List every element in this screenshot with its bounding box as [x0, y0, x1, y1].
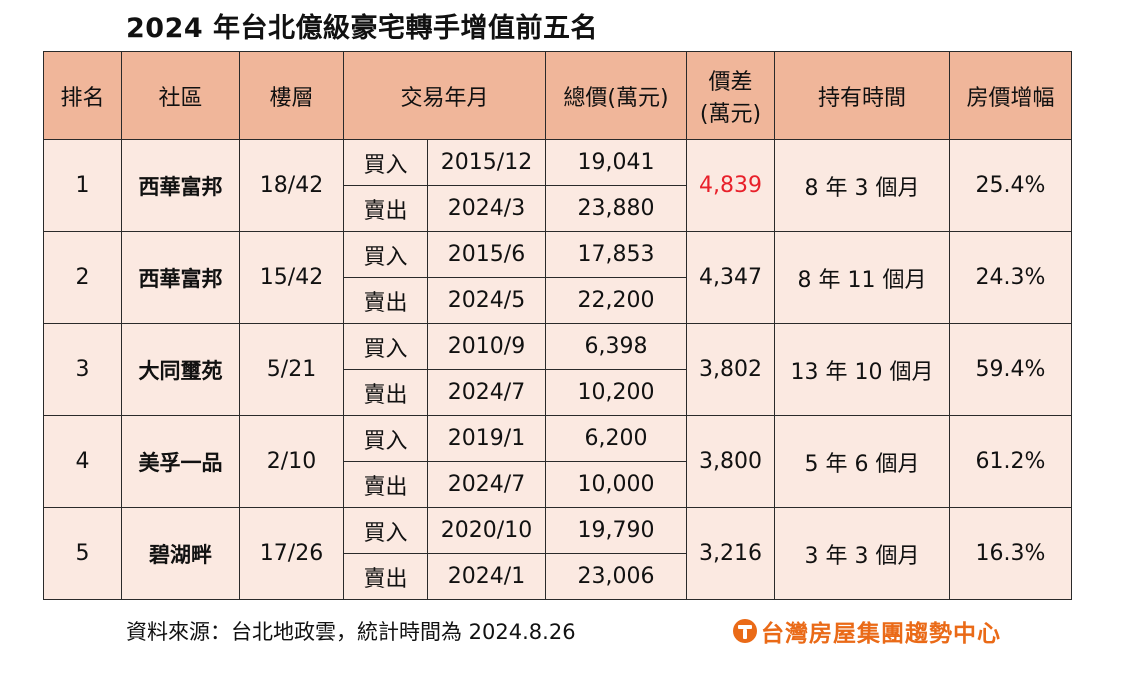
buy-price-cell: 19,041: [545, 139, 687, 186]
header-hold: 持有時間: [774, 51, 950, 140]
rank-cell: 3: [43, 323, 122, 416]
table-row: 3 大同璽苑 5/21 買入 2010/9 6,398 3,802 13 年 1…: [43, 323, 1072, 416]
sell-date-cell: 2024/7: [427, 461, 546, 508]
ranking-table: 排名 社區 樓層 交易年月 總價(萬元) 價差 (萬元) 持有時間 房價增幅 1…: [43, 51, 1072, 600]
hold-cell: 8 年 3 個月: [774, 139, 950, 232]
sell-price-cell: 10,000: [545, 461, 687, 508]
table-row: 2 西華富邦 15/42 買入 2015/6 17,853 4,347 8 年 …: [43, 231, 1072, 324]
sell-date-cell: 2024/3: [427, 185, 546, 232]
header-community: 社區: [121, 51, 240, 140]
sell-date-cell: 2024/1: [427, 553, 546, 600]
community-cell: 西華富邦: [121, 139, 240, 232]
rank-cell: 2: [43, 231, 122, 324]
brand-t-icon: [733, 619, 757, 643]
floor-cell: 15/42: [239, 231, 344, 324]
sell-label-cell: 賣出: [343, 461, 428, 508]
diff-cell: 3,800: [686, 415, 775, 508]
increase-cell: 24.3%: [949, 231, 1072, 324]
diff-cell: 3,802: [686, 323, 775, 416]
community-cell: 西華富邦: [121, 231, 240, 324]
rank-cell: 4: [43, 415, 122, 508]
table-row: 4 美孚一品 2/10 買入 2019/1 6,200 3,800 5 年 6 …: [43, 415, 1072, 508]
hold-cell: 8 年 11 個月: [774, 231, 950, 324]
brand-logo: 台灣房屋集團趨勢中心: [733, 614, 1001, 648]
header-diff-line1: 價差: [708, 69, 753, 95]
sell-label-cell: 賣出: [343, 185, 428, 232]
floor-cell: 5/21: [239, 323, 344, 416]
buy-label-cell: 買入: [343, 323, 428, 370]
sell-price-cell: 10,200: [545, 369, 687, 416]
buy-label-cell: 買入: [343, 507, 428, 554]
floor-cell: 18/42: [239, 139, 344, 232]
community-cell: 美孚一品: [121, 415, 240, 508]
header-row: 排名 社區 樓層 交易年月 總價(萬元) 價差 (萬元) 持有時間 房價增幅: [43, 51, 1072, 140]
header-rank: 排名: [43, 51, 122, 140]
header-increase: 房價增幅: [949, 51, 1072, 140]
header-diff-line2: (萬元): [699, 101, 762, 127]
increase-cell: 25.4%: [949, 139, 1072, 232]
source-note: 資料來源：台北地政雲，統計時間為 2024.8.26: [126, 620, 576, 644]
buy-date-cell: 2010/9: [427, 323, 546, 370]
buy-date-cell: 2019/1: [427, 415, 546, 462]
sell-date-cell: 2024/5: [427, 277, 546, 324]
sell-price-cell: 23,880: [545, 185, 687, 232]
increase-cell: 16.3%: [949, 507, 1072, 600]
sell-price-cell: 22,200: [545, 277, 687, 324]
diff-cell: 4,347: [686, 231, 775, 324]
sell-label-cell: 賣出: [343, 553, 428, 600]
table-row: 賣出 2024/1 23,006: [44, 553, 1072, 600]
buy-price-cell: 17,853: [545, 231, 687, 278]
increase-cell: 61.2%: [949, 415, 1072, 508]
hold-cell: 5 年 6 個月: [774, 415, 950, 508]
diff-cell: 4,839: [686, 139, 775, 232]
buy-price-cell: 6,200: [545, 415, 687, 462]
increase-cell: 59.4%: [949, 323, 1072, 416]
community-cell: 碧湖畔: [121, 507, 240, 600]
table-row: 賣出 2024/7 10,200: [44, 369, 1072, 416]
page-title: 2024 年台北億級豪宅轉手增值前五名: [126, 13, 599, 44]
hold-cell: 13 年 10 個月: [774, 323, 950, 416]
header-floor: 樓層: [239, 51, 344, 140]
table-row: 賣出 2024/3 23,880: [44, 185, 1072, 232]
rank-cell: 5: [43, 507, 122, 600]
buy-price-cell: 19,790: [545, 507, 687, 554]
table-row: 5 碧湖畔 17/26 買入 2020/10 19,790 3,216 3 年 …: [43, 507, 1072, 600]
header-trade: 交易年月: [343, 51, 546, 140]
sell-price-cell: 23,006: [545, 553, 687, 600]
header-diff: 價差 (萬元): [686, 51, 775, 140]
table-row: 1 西華富邦 18/42 買入 2015/12 19,041 4,839 8 年…: [43, 139, 1072, 232]
brand-name: 台灣房屋集團趨勢中心: [761, 621, 1001, 647]
buy-price-cell: 6,398: [545, 323, 687, 370]
buy-label-cell: 買入: [343, 139, 428, 186]
buy-label-cell: 買入: [343, 231, 428, 278]
floor-cell: 17/26: [239, 507, 344, 600]
sell-date-cell: 2024/7: [427, 369, 546, 416]
table-row: 賣出 2024/5 22,200: [44, 277, 1072, 324]
header-total: 總價(萬元): [545, 51, 687, 140]
sell-label-cell: 賣出: [343, 369, 428, 416]
rank-cell: 1: [43, 139, 122, 232]
diff-cell: 3,216: [686, 507, 775, 600]
sell-label-cell: 賣出: [343, 277, 428, 324]
community-cell: 大同璽苑: [121, 323, 240, 416]
buy-date-cell: 2015/6: [427, 231, 546, 278]
floor-cell: 2/10: [239, 415, 344, 508]
buy-label-cell: 買入: [343, 415, 428, 462]
buy-date-cell: 2015/12: [427, 139, 546, 186]
table-row: 賣出 2024/7 10,000: [44, 461, 1072, 508]
hold-cell: 3 年 3 個月: [774, 507, 950, 600]
buy-date-cell: 2020/10: [427, 507, 546, 554]
